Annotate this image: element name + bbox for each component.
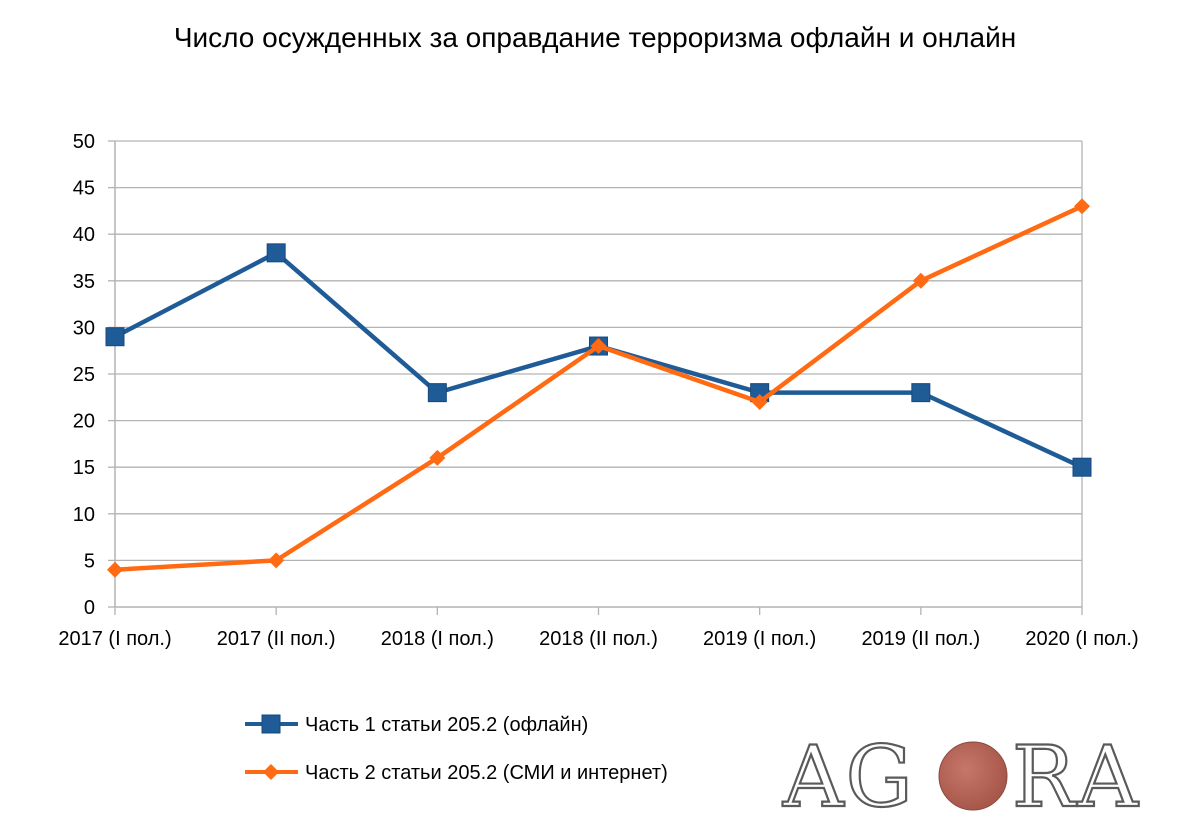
y-tick-labels: 0 5 10 15 20 25 30 35 40 45 50 (73, 131, 95, 619)
series-1 (105, 243, 1092, 477)
data-point (912, 272, 929, 289)
data-point (911, 383, 931, 403)
x-tick-label: 2019 (I пол.) (703, 628, 816, 650)
logo-letters-ag: AG (782, 728, 915, 826)
x-tick-label: 2017 (I пол.) (58, 628, 171, 650)
y-tick-label: 0 (84, 597, 95, 619)
legend-label: Часть 2 статьи 205.2 (СМИ и интернет) (305, 762, 668, 784)
data-point (107, 561, 123, 578)
y-tick-label: 35 (73, 271, 95, 293)
data-point (266, 243, 286, 263)
data-point (427, 383, 447, 403)
y-tick-label: 10 (73, 504, 95, 526)
legend-item-2: Часть 2 статьи 205.2 (СМИ и интернет) (245, 762, 668, 784)
data-point (590, 338, 607, 355)
y-tick-label: 20 (73, 411, 95, 433)
x-tick-label: 2017 (II пол.) (217, 628, 336, 650)
y-tick-label: 5 (84, 550, 95, 572)
x-tick-label: 2018 (I пол.) (381, 628, 494, 650)
data-point (751, 393, 768, 410)
agora-logo: AG RA (781, 727, 1140, 827)
data-point (261, 714, 281, 734)
legend-label: Часть 1 статьи 205.2 (офлайн) (305, 714, 588, 736)
y-tick-label: 25 (73, 364, 95, 386)
data-point (429, 449, 446, 466)
chart-title: Число осужденных за оправдание терроризм… (173, 22, 1017, 53)
axes (108, 140, 1083, 615)
y-tick-label: 30 (73, 317, 95, 339)
x-tick-label: 2019 (II пол.) (861, 628, 980, 650)
y-tick-label: 40 (73, 224, 95, 246)
logo-letters-ra: RA (1012, 728, 1140, 826)
data-point (1072, 457, 1092, 477)
series-2 (107, 198, 1090, 578)
data-point (105, 327, 125, 347)
x-tick-label: 2018 (II пол.) (539, 628, 658, 650)
x-tick-label: 2020 (I пол.) (1025, 628, 1138, 650)
legend: Часть 1 статьи 205.2 (офлайн) Часть 2 ста… (245, 714, 668, 784)
data-point (268, 552, 285, 569)
series-line (112, 250, 1085, 470)
logo-ball-icon (938, 741, 1008, 811)
legend-item-1: Часть 1 статьи 205.2 (офлайн) (245, 714, 588, 736)
y-tick-label: 45 (73, 178, 95, 200)
series-layer (105, 198, 1092, 578)
data-point (263, 764, 279, 780)
data-point (1074, 198, 1090, 215)
x-tick-labels: 2017 (I пол.) 2017 (II пол.) 2018 (I пол.)… (58, 628, 1138, 650)
y-tick-label: 50 (73, 131, 95, 153)
y-tick-label: 15 (73, 457, 95, 479)
